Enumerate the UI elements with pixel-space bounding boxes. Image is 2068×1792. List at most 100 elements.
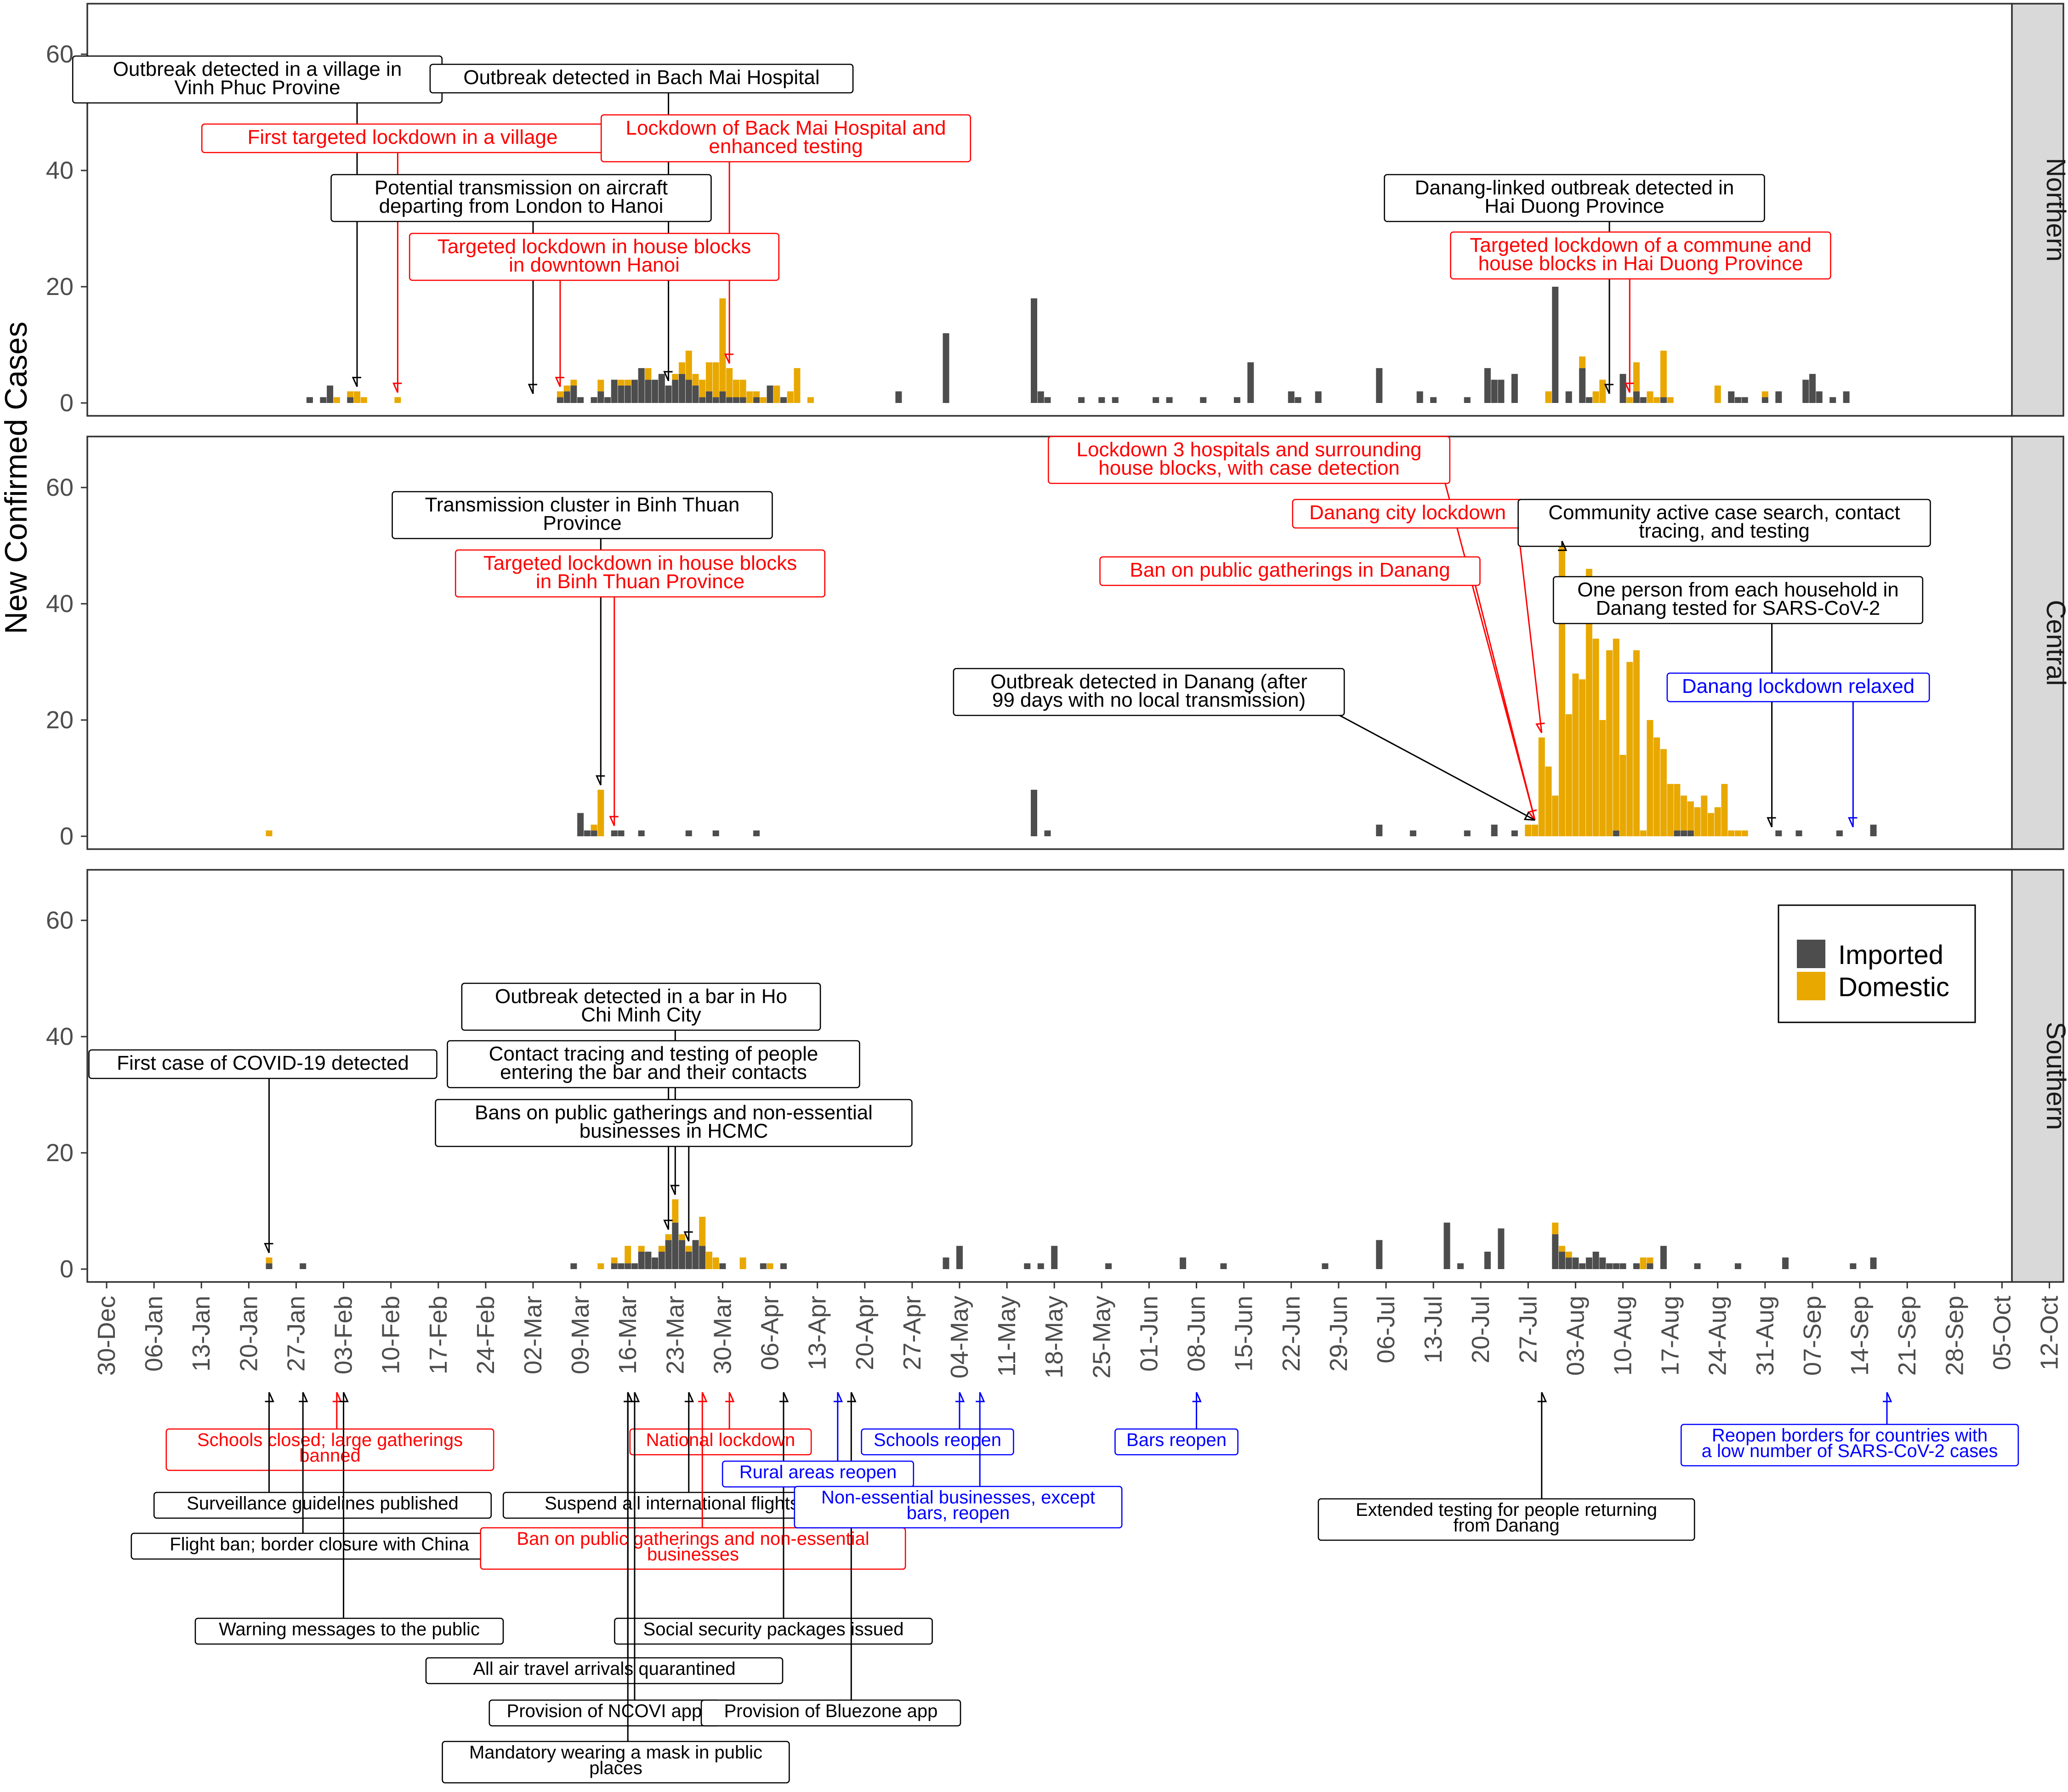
legend-swatch [1797,940,1825,968]
bar-imported [638,830,645,836]
bar-imported [1565,391,1572,403]
bar-domestic [591,824,597,831]
bar-domestic [1647,1257,1653,1264]
annotation-arrow-head [683,1231,693,1242]
annotation-text: entering the bar and their contacts [500,1061,807,1083]
x-tick-label: 30-Mar [709,1296,736,1374]
annotation-arrow-head [392,382,402,393]
bar-imported [1031,789,1038,836]
bar-domestic [1667,397,1674,403]
timeline-event-box [629,1428,812,1456]
timeline-arrow-head [976,1392,985,1402]
x-tick-label: 11-May [993,1296,1021,1377]
timeline-arrow-head [1537,1392,1547,1402]
bar-domestic [563,386,570,391]
timeline-arrow-head [725,1392,735,1402]
bar-imported [618,1263,625,1269]
bar-imported [692,1240,699,1269]
timeline-arrow-head [698,1392,708,1402]
bar-domestic [1572,673,1579,836]
timeline-event-text: Social security packages issued [643,1619,904,1639]
bar-imported [1687,830,1694,836]
bar-imported [1233,397,1240,403]
bar-domestic [1613,638,1619,831]
x-tick-label: 01-Jun [1135,1296,1163,1372]
x-tick-label: 25-May [1088,1296,1115,1378]
timeline-event-box [480,1527,906,1570]
bar-domestic [1558,1246,1565,1252]
bar-imported [685,380,692,403]
panel-strip-label: Central [2041,600,2068,686]
annotation-arrow-head [528,384,537,394]
bar-imported [1051,1246,1058,1269]
bar-domestic [679,1234,686,1240]
bar-imported [1660,1246,1667,1269]
bar-imported [780,1263,787,1269]
bar-imported [1809,374,1816,403]
bar-domestic [1687,801,1694,831]
bar-domestic [1565,714,1572,836]
bar-domestic [787,391,794,403]
timeline-event-text: Extended testing for people returning [1356,1500,1657,1520]
bar-imported [679,374,686,403]
bar-imported [652,1257,659,1269]
bar-domestic [658,1246,665,1252]
annotation-arrow-head [1604,384,1614,394]
bar-imported [604,397,611,403]
x-tick-label: 24-Aug [1704,1296,1732,1376]
bar-domestic [1538,737,1545,836]
annotation-box [330,174,712,222]
x-tick-label: 13-Jan [187,1296,215,1372]
bar-imported [1619,1263,1626,1269]
bar-domestic [712,362,719,397]
annotation-box [461,982,821,1031]
bar-imported [1443,1222,1450,1269]
bar-domestic [1640,830,1647,836]
bar-imported [1166,397,1173,403]
bar-domestic [266,1257,273,1264]
bar-domestic [1647,720,1653,836]
bar-domestic [1592,391,1599,403]
annotation-box [429,63,854,94]
bar-imported [1180,1257,1187,1269]
bar-imported [719,1263,726,1269]
bar-imported [1078,397,1085,403]
bar-imported [1491,380,1498,403]
bar-domestic [794,368,801,403]
bar-imported [1044,830,1051,836]
bar-imported [300,1263,307,1269]
annotation-arrow [1339,715,1535,821]
bar-domestic [1532,824,1539,836]
x-tick-label: 13-Jul [1420,1296,1447,1363]
bar-imported [638,1252,645,1269]
bar-domestic [1761,391,1768,397]
bar-imported [584,830,591,836]
annotation-text: Danang-linked outbreak detected in [1415,176,1734,199]
x-tick-label: 16-Mar [614,1296,642,1374]
bar-imported [611,1263,618,1269]
y-tick-label: 0 [60,1255,74,1283]
timeline-event-text: Rural areas reopen [739,1462,897,1482]
annotation-text: Chi Minh City [581,1004,701,1026]
x-tick-label: 03-Aug [1562,1296,1589,1376]
bar-imported [1836,830,1843,836]
bar-imported [631,380,638,403]
bar-imported [625,1263,631,1269]
bar-imported [672,1222,679,1269]
bar-imported [1870,824,1877,836]
bar-imported [1376,824,1383,836]
bar-imported [1484,368,1491,403]
bar-imported [1498,1228,1505,1269]
bar-imported [685,830,692,836]
timeline-arrow-head [1192,1392,1202,1402]
bar-domestic [1525,824,1532,836]
annotation-text: Ban on public gatherings in Danang [1130,559,1450,581]
timeline-arrow-head [833,1392,843,1402]
bar-imported [699,397,706,403]
bar-imported [1220,1263,1227,1269]
annotation-arrow-head [1557,540,1568,551]
timeline-arrow-head [1883,1392,1892,1402]
y-tick-label: 0 [60,822,74,850]
bar-domestic [746,391,753,403]
bar-imported [1511,830,1518,836]
